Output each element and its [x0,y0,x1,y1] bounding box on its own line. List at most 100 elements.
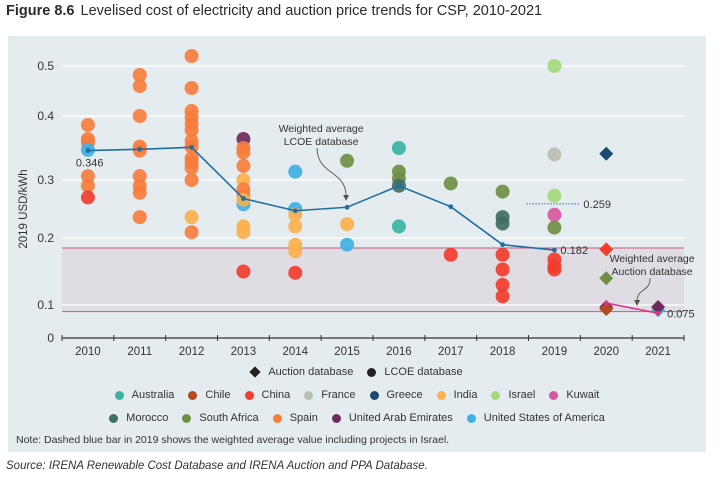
x-tick-label: 2020 [593,346,619,358]
legend-label: Israel [508,389,536,401]
auction-callout-line2: Auction database [612,266,693,278]
x-tick-label: 2016 [386,346,412,358]
lcoe-point [80,190,95,205]
legend-color-dot-icon [182,413,192,423]
x-tick-label: 2021 [645,346,671,358]
legend-item: Australia [114,389,175,401]
lcoe-point [132,169,147,184]
lcoe-average-marker [189,144,194,150]
lcoe-callout-line1: Weighted average [279,123,364,135]
legend-label: Auction database [268,366,354,378]
lcoe-point [495,216,510,231]
auction-point [599,146,614,161]
figure-number: Figure 8.6 [6,3,75,19]
legend-color-dot-icon [549,390,559,400]
legend-label: Greece [386,389,423,401]
lcoe-average-marker [85,148,91,153]
lcoe-point [288,244,303,259]
lcoe-point [288,164,303,179]
lcoe-point [495,184,510,199]
lcoe-point [132,109,147,123]
lcoe-point [184,173,199,187]
lcoe-point [80,169,95,184]
legend-item: France [304,389,356,401]
lcoe-point [236,145,251,160]
lcoe-point [443,176,458,191]
auction-point [599,242,614,257]
chart-note: Note: Dashed blue bar in 2019 shows the … [16,434,450,446]
x-tick-label: 2013 [231,346,257,358]
lcoe-point [443,247,458,262]
legend-item-lcoe: LCOE database [367,366,463,378]
lcoe-point [132,68,147,82]
auction-callout-line1: Weighted average [610,253,695,265]
lcoe-point [184,225,199,240]
legend-label: India [453,389,478,401]
lcoe-average-line [87,146,555,251]
y-tick-label: 0 [47,331,54,345]
auction-callout-arrowhead [634,300,641,306]
legend-color-dot-icon [369,390,379,400]
lcoe-average-marker [344,204,350,210]
lcoe-point [495,277,510,292]
legend-item: India [436,389,478,401]
auction-average-marker [603,300,609,306]
legend-label: Morocco [126,412,169,424]
fossil-band-area [62,248,684,312]
x-tick-label: 2015 [334,346,360,358]
label-lcoe-avg-2010: 0.346 [76,158,104,170]
y-axis-label: 2019 USD/kWh [18,169,30,248]
lcoe-average-marker [448,204,454,210]
auction-callout-arrow [636,277,651,301]
lcoe-point [495,247,510,262]
y-tick-label: 0.5 [37,59,54,73]
lcoe-point [340,237,355,252]
lcoe-callout-line2: LCOE database [284,136,359,148]
lcoe-point [547,220,562,235]
chart-source: Source: IRENA Renewable Cost Database an… [6,460,428,472]
lcoe-point [391,141,406,155]
x-tick-label: 2014 [282,346,308,358]
legend-label: South Africa [199,412,259,424]
lcoe-point [547,59,562,73]
legend-label: China [261,389,291,401]
lcoe-point [184,81,199,95]
legend-item-auction: Auction database [249,366,354,378]
label-lcoe-avg-2019: 0.182 [560,245,588,257]
lcoe-average-marker [396,183,402,189]
lcoe-point [340,217,355,232]
x-tick-label: 2017 [438,346,464,358]
legend-color-dot-icon [436,390,446,400]
legend-color-dot-icon [466,413,476,423]
x-tick-label: 2011 [127,346,152,358]
legend-color-dot-icon [331,413,341,423]
legend-color-dot-icon [272,413,282,423]
legend-label: Spain [289,412,318,424]
lcoe-average-marker [292,208,298,214]
lcoe-callout-arrow [316,147,347,196]
lcoe-point [184,160,199,175]
lcoe-point [236,264,251,279]
lcoe-point [340,153,355,168]
y-tick-label: 0.2 [37,231,54,245]
legend-label: Australia [131,389,175,401]
gridlines [62,65,684,306]
axes: 0 0.1 0.2 0.3 0.4 0.5 2019 USD/kWh 2010 2011 2012… [18,59,685,358]
lcoe-point [184,49,199,63]
lcoe-point [547,262,562,277]
lcoe-point [288,265,303,280]
lcoe-point [495,262,510,277]
fossil-fuel-cost-band [62,247,684,313]
legend-color-dot-icon [188,390,198,400]
legend-item: Spain [272,412,318,424]
lcoe-point [132,210,147,225]
lcoe-point [132,185,147,200]
lcoe-point [391,219,406,234]
legend-label: LCOE database [384,366,463,378]
legend-item: Israel [491,389,535,401]
legend-label: United Arab Emirates [348,412,453,424]
lcoe-average-marker [137,146,143,152]
legend-label: United States of America [483,412,605,424]
legend-item: United Arab Emirates [331,412,453,424]
